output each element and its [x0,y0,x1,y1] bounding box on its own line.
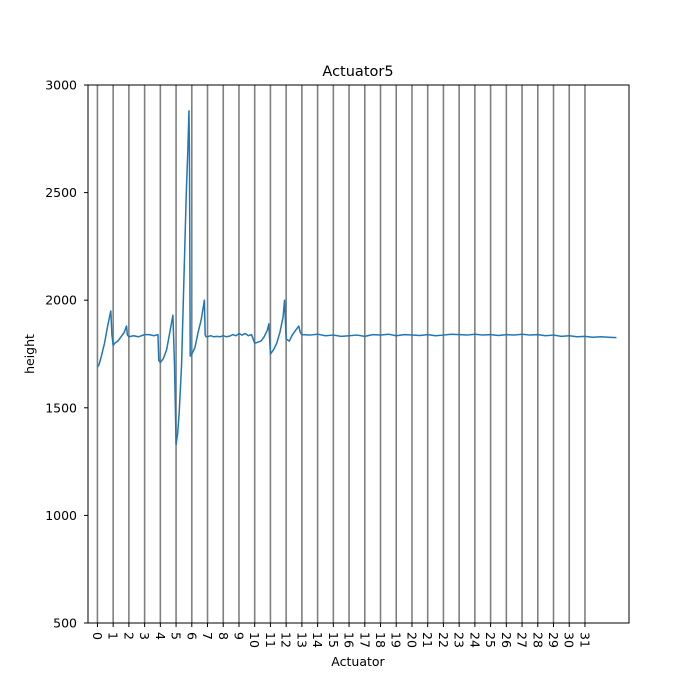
x-tick-label-18: 18 [373,632,388,648]
x-tick-label-10: 10 [247,632,262,648]
x-tick-label-22: 22 [436,632,451,648]
x-tick-label-0: 0 [90,632,105,640]
x-tick-label-29: 29 [546,632,561,648]
y-tick-label-500: 500 [53,616,77,631]
x-tick-label-17: 17 [357,632,372,648]
x-tick-label-21: 21 [420,632,435,648]
x-tick-label-5: 5 [169,632,184,640]
x-tick-label-1: 1 [106,632,121,640]
y-tick-label-1000: 1000 [45,508,77,523]
series-group [96,110,617,446]
x-tick-label-13: 13 [294,632,309,648]
y-axis: 500 1000 1500 2000 2500 3000 [45,78,88,631]
x-tick-label-3: 3 [137,632,152,640]
x-axis-label: Actuator [331,654,385,669]
x-tick-label-16: 16 [342,632,357,648]
x-tick-label-8: 8 [216,632,231,640]
x-tick-label-9: 9 [231,632,246,640]
x-tick-label-30: 30 [562,632,577,648]
vertical-lines-group [96,85,586,623]
y-axis-label: height [22,334,37,374]
y-tick-label-2500: 2500 [45,185,77,200]
x-tick-label-7: 7 [200,632,215,640]
x-tick-label-26: 26 [499,632,514,648]
x-tick-label-23: 23 [452,632,467,648]
x-tick-label-27: 27 [515,632,530,648]
x-tick-label-28: 28 [530,632,545,648]
x-tick-label-2: 2 [121,632,136,640]
y-tick-label-1500: 1500 [45,400,77,415]
x-tick-label-14: 14 [310,632,325,648]
x-tick-label-11: 11 [263,632,278,648]
x-tick-label-12: 12 [279,632,294,648]
series-line-0 [96,110,617,446]
x-tick-label-24: 24 [467,632,482,648]
x-tick-label-25: 25 [483,632,498,648]
x-tick-label-20: 20 [404,632,419,648]
x-tick-label-31: 31 [577,632,592,648]
x-tick-label-19: 19 [389,632,404,648]
y-tick-label-3000: 3000 [45,78,77,93]
x-tick-label-4: 4 [153,632,168,640]
x-tick-label-15: 15 [326,632,341,648]
y-tick-label-2000: 2000 [45,293,77,308]
x-tick-label-6: 6 [184,632,199,640]
plot-frame [87,84,630,624]
x-axis: 0 1 2 3 4 5 6 7 8 9 10 11 12 13 14 15 16 17 18 19 20 21 22 23 24… [90,623,592,648]
chart-title: Actuator5 [322,64,393,80]
